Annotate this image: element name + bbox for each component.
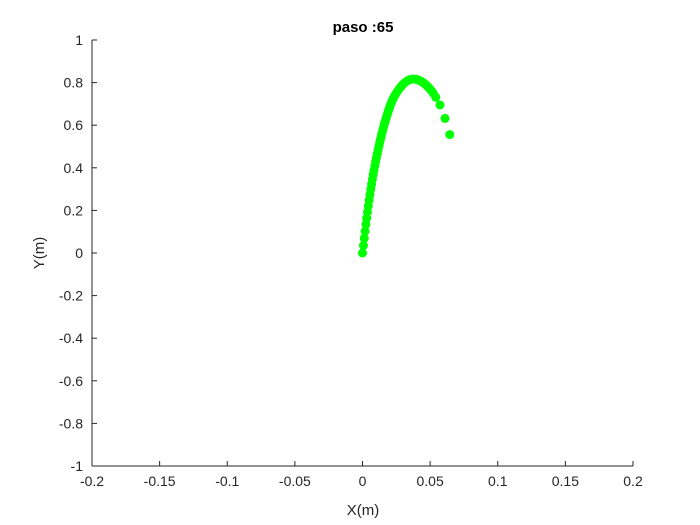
x-tick-label: 0 <box>359 473 367 489</box>
data-point <box>440 113 450 123</box>
x-tick-label: 0.15 <box>552 473 579 489</box>
x-tick-label: -0.05 <box>279 473 311 489</box>
data-point <box>435 100 445 110</box>
y-tick-label: 0.2 <box>64 202 84 218</box>
x-ticks: -0.2 -0.15 -0.1 -0.05 0 0.05 0.1 0.15 0.2 <box>80 461 643 489</box>
y-tick-label: 0.4 <box>64 160 84 176</box>
x-tick-label: 0.05 <box>417 473 444 489</box>
data-point <box>431 92 441 102</box>
y-tick-label: -1 <box>71 458 84 474</box>
y-tick-label: -0.6 <box>59 373 83 389</box>
y-tick-label: -0.8 <box>59 415 83 431</box>
x-tick-label: -0.15 <box>144 473 176 489</box>
data-points <box>358 74 455 258</box>
x-axis-label: X(m) <box>347 502 380 519</box>
x-tick-label: 0.1 <box>488 473 508 489</box>
data-point <box>445 130 455 140</box>
data-point <box>360 226 370 236</box>
y-tick-label: -0.4 <box>59 330 83 346</box>
x-tick-label: -0.1 <box>215 473 239 489</box>
data-point <box>358 248 367 258</box>
y-tick-label: 0.6 <box>64 117 84 133</box>
y-tick-label: 1 <box>75 32 83 48</box>
x-tick-label: -0.2 <box>80 473 104 489</box>
y-tick-label: 0 <box>75 245 83 261</box>
chart-title: paso :65 <box>333 19 394 36</box>
y-tick-label: 0.8 <box>64 75 84 91</box>
y-tick-label: -0.2 <box>59 288 83 304</box>
y-axis-label: Y(m) <box>31 237 48 270</box>
data-point <box>358 241 368 251</box>
x-tick-label: 0.2 <box>623 473 643 489</box>
y-ticks: -1 -0.8 -0.6 -0.4 -0.2 0 0.2 0.4 0.6 0.8 1 <box>59 32 97 474</box>
data-point <box>359 233 369 243</box>
